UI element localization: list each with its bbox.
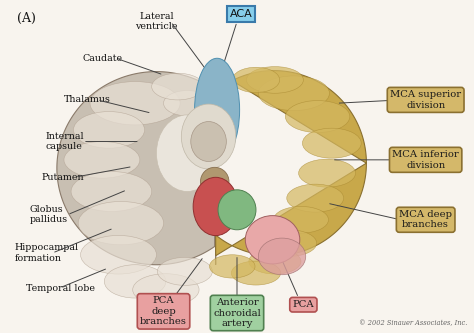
Ellipse shape (194, 58, 240, 162)
Text: Anterior
choroidal
artery: Anterior choroidal artery (213, 298, 261, 328)
Ellipse shape (287, 184, 344, 212)
Ellipse shape (81, 235, 156, 274)
Text: PCA: PCA (292, 300, 314, 309)
Text: Caudate: Caudate (83, 54, 123, 63)
Ellipse shape (245, 216, 300, 264)
Text: Putamen: Putamen (42, 172, 84, 182)
Ellipse shape (152, 73, 204, 100)
Ellipse shape (157, 257, 212, 285)
Ellipse shape (273, 206, 328, 233)
Text: ACA: ACA (229, 9, 252, 19)
Ellipse shape (164, 91, 211, 116)
Ellipse shape (191, 122, 227, 162)
Ellipse shape (249, 249, 301, 274)
Text: Lateral
ventricle: Lateral ventricle (135, 12, 178, 31)
Ellipse shape (181, 104, 236, 169)
Ellipse shape (285, 101, 350, 133)
Ellipse shape (90, 82, 180, 125)
Ellipse shape (302, 128, 361, 158)
Ellipse shape (78, 201, 164, 245)
Text: (A): (A) (17, 12, 36, 25)
Text: Internal
capsule: Internal capsule (45, 132, 83, 151)
Ellipse shape (71, 171, 152, 211)
Ellipse shape (210, 255, 255, 278)
Text: Hippocampal
formation: Hippocampal formation (14, 243, 78, 263)
Text: © 2002 Sinauer Associates, Inc.: © 2002 Sinauer Associates, Inc. (358, 319, 467, 327)
Ellipse shape (258, 76, 329, 111)
Ellipse shape (299, 159, 356, 187)
Text: MCA deep
branches: MCA deep branches (399, 210, 452, 229)
Ellipse shape (246, 67, 303, 93)
Ellipse shape (262, 230, 317, 256)
Ellipse shape (64, 142, 140, 178)
Ellipse shape (133, 274, 199, 306)
Text: Thalamus: Thalamus (64, 95, 111, 105)
Ellipse shape (73, 112, 145, 148)
Ellipse shape (232, 67, 280, 93)
Ellipse shape (104, 265, 166, 298)
Text: PCA
deep
branches: PCA deep branches (140, 296, 187, 326)
Text: MCA superior
division: MCA superior division (390, 90, 461, 110)
Ellipse shape (258, 238, 306, 275)
Polygon shape (216, 71, 366, 256)
Text: MCA inferior
division: MCA inferior division (392, 150, 459, 169)
Ellipse shape (218, 190, 256, 230)
Text: Temporal lobe: Temporal lobe (26, 283, 95, 293)
Ellipse shape (231, 261, 281, 285)
Ellipse shape (193, 177, 238, 236)
Ellipse shape (164, 119, 216, 147)
Polygon shape (57, 72, 216, 265)
Ellipse shape (156, 115, 218, 191)
Ellipse shape (201, 167, 229, 195)
Text: Globus
pallidus: Globus pallidus (29, 205, 67, 224)
